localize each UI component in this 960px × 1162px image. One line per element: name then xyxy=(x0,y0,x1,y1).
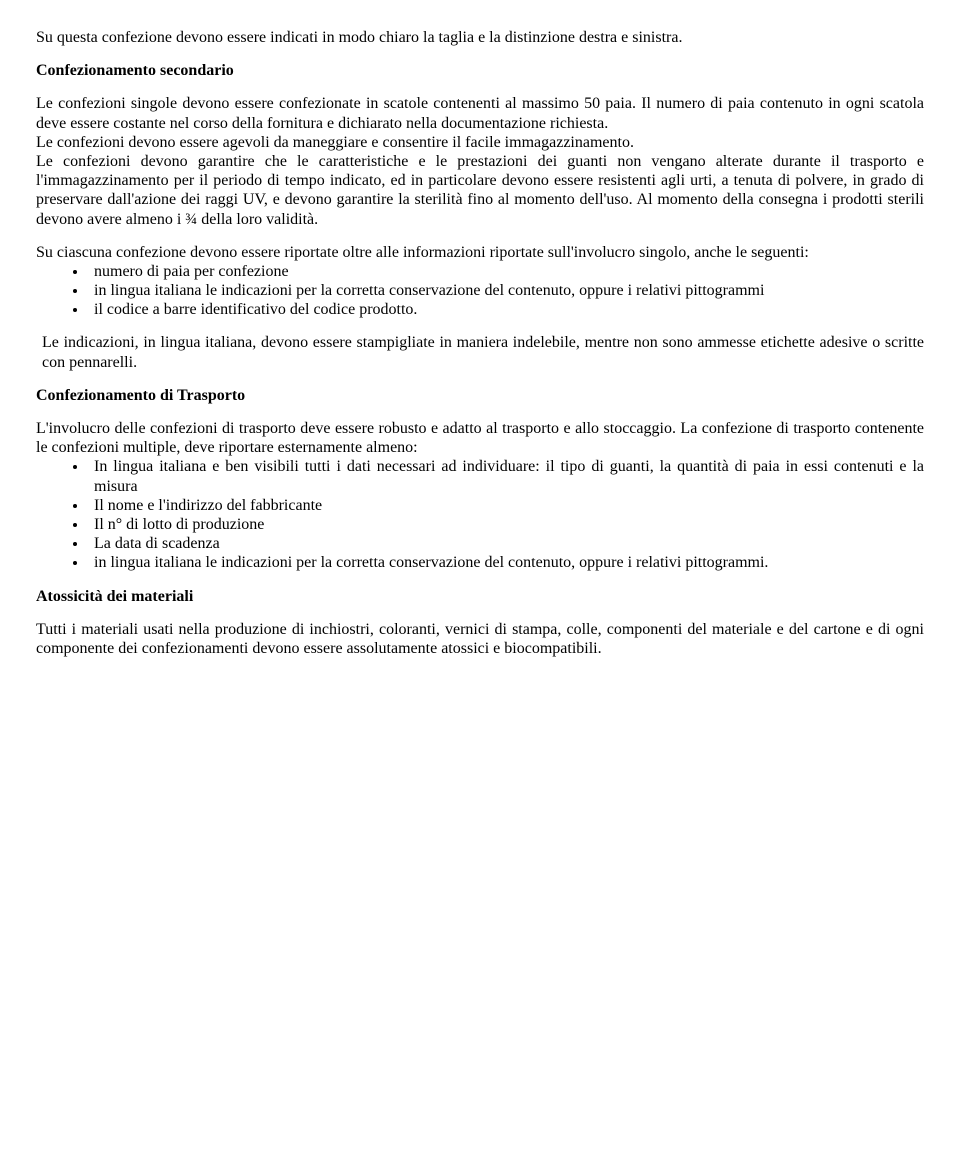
paragraph-atossicita: Tutti i materiali usati nella produzione… xyxy=(36,620,924,658)
text: Le confezioni singole devono essere conf… xyxy=(36,95,924,131)
heading-confezionamento-secondario: Confezionamento secondario xyxy=(36,61,924,80)
list-trasporto-info: In lingua italiana e ben visibili tutti … xyxy=(36,457,924,572)
paragraph-trasporto-intro: L'involucro delle confezioni di trasport… xyxy=(36,419,924,457)
heading-confezionamento-trasporto: Confezionamento di Trasporto xyxy=(36,386,924,405)
paragraph-intro: Su questa confezione devono essere indic… xyxy=(36,28,924,47)
list-item: In lingua italiana e ben visibili tutti … xyxy=(88,457,924,495)
list-item: La data di scadenza xyxy=(88,534,924,553)
list-item: in lingua italiana le indicazioni per la… xyxy=(88,553,924,572)
text: Le confezioni devono garantire che le ca… xyxy=(36,153,924,228)
text: Le confezioni devono essere agevoli da m… xyxy=(36,134,634,151)
list-item: Il nome e l'indirizzo del fabbricante xyxy=(88,496,924,515)
paragraph-indicazioni: Le indicazioni, in lingua italiana, devo… xyxy=(36,333,924,371)
paragraph-list1-intro: Su ciascuna confezione devono essere rip… xyxy=(36,243,924,262)
list-item: il codice a barre identificativo del cod… xyxy=(88,300,924,319)
paragraph-secondario-1: Le confezioni singole devono essere conf… xyxy=(36,94,924,228)
list-item: numero di paia per confezione xyxy=(88,262,924,281)
heading-atossicita: Atossicità dei materiali xyxy=(36,587,924,606)
list-confezione-info: numero di paia per confezione in lingua … xyxy=(36,262,924,320)
list-item: in lingua italiana le indicazioni per la… xyxy=(88,281,924,300)
list-item: Il n° di lotto di produzione xyxy=(88,515,924,534)
